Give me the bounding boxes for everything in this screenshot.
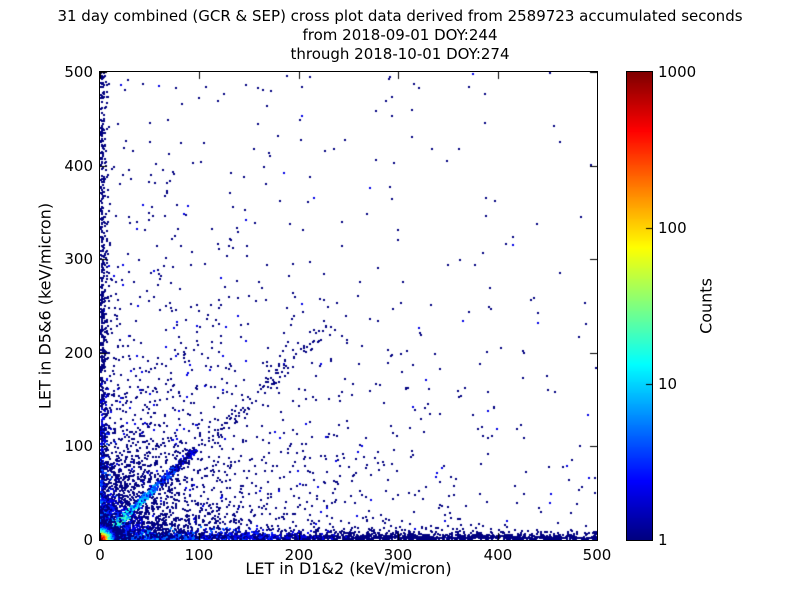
y-tick-label-0: 0 bbox=[83, 531, 93, 549]
colorbar bbox=[626, 71, 653, 541]
colorbar-tick-label-10: 10 bbox=[658, 375, 678, 393]
colorbar-label: Counts bbox=[696, 278, 716, 334]
chart-title-line-1: 31 day combined (GCR & SEP) cross plot d… bbox=[57, 7, 743, 25]
colorbar-gradient-canvas bbox=[627, 72, 652, 540]
chart-title-line-2: from 2018-09-01 DOY:244 bbox=[302, 26, 498, 44]
x-tick-label-400: 400 bbox=[483, 546, 513, 564]
y-tick-label-200: 200 bbox=[64, 344, 93, 362]
chart-title-line-3: through 2018-10-01 DOY:274 bbox=[290, 45, 510, 63]
x-tick-label-300: 300 bbox=[383, 546, 413, 564]
x-tick-label-200: 200 bbox=[284, 546, 314, 564]
y-tick-label-100: 100 bbox=[64, 437, 93, 455]
colorbar-tick-label-1: 1 bbox=[658, 531, 668, 549]
x-tick-label-0: 0 bbox=[95, 546, 105, 564]
colorbar-tick-label-1000: 1000 bbox=[658, 63, 697, 81]
y-tick-label-300: 300 bbox=[64, 250, 93, 268]
title-block: 31 day combined (GCR & SEP) cross plot d… bbox=[0, 7, 800, 64]
plot-area bbox=[99, 71, 598, 541]
colorbar-tick-label-100: 100 bbox=[658, 219, 687, 237]
x-tick-label-500: 500 bbox=[582, 546, 612, 564]
x-axis-label: LET in D1&2 (keV/micron) bbox=[245, 559, 452, 578]
scatter-canvas bbox=[100, 72, 597, 540]
y-tick-label-500: 500 bbox=[64, 63, 93, 81]
y-axis-label: LET in D5&6 (keV/micron) bbox=[35, 202, 55, 410]
y-tick-label-400: 400 bbox=[64, 157, 93, 175]
x-tick-label-100: 100 bbox=[184, 546, 214, 564]
